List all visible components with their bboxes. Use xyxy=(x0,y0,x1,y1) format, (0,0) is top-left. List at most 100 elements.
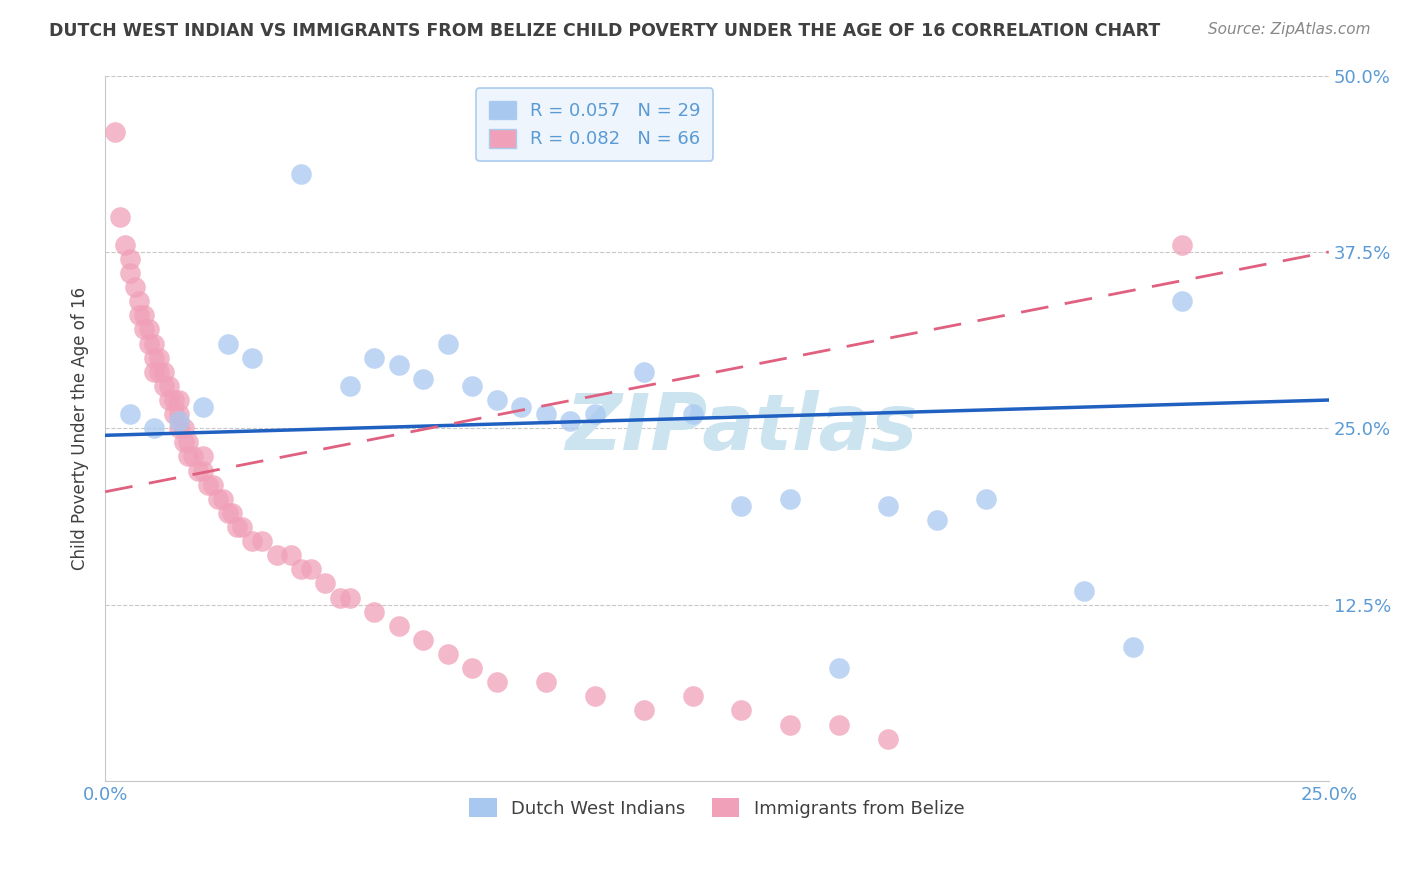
Point xyxy=(388,619,411,633)
Point xyxy=(363,605,385,619)
Point xyxy=(461,379,484,393)
Point xyxy=(134,322,156,336)
Point xyxy=(114,237,136,252)
Point xyxy=(779,491,801,506)
Point xyxy=(118,252,141,266)
Point xyxy=(118,266,141,280)
Point xyxy=(280,548,302,562)
Point xyxy=(485,392,508,407)
Point xyxy=(436,647,458,661)
Point xyxy=(583,690,606,704)
Point xyxy=(217,336,239,351)
Point xyxy=(177,435,200,450)
Point xyxy=(173,421,195,435)
Point xyxy=(1073,583,1095,598)
Point xyxy=(148,365,170,379)
Point xyxy=(128,309,150,323)
Point xyxy=(167,407,190,421)
Point xyxy=(143,365,166,379)
Point xyxy=(207,491,229,506)
Point xyxy=(187,464,209,478)
Point xyxy=(118,407,141,421)
Point xyxy=(633,365,655,379)
Text: DUTCH WEST INDIAN VS IMMIGRANTS FROM BELIZE CHILD POVERTY UNDER THE AGE OF 16 CO: DUTCH WEST INDIAN VS IMMIGRANTS FROM BEL… xyxy=(49,22,1160,40)
Text: ZIPatlas: ZIPatlas xyxy=(565,391,918,467)
Point xyxy=(1122,640,1144,654)
Point xyxy=(143,351,166,365)
Point xyxy=(191,450,214,464)
Point xyxy=(163,407,186,421)
Point xyxy=(534,407,557,421)
Point xyxy=(974,491,997,506)
Point xyxy=(290,167,312,181)
Point xyxy=(143,421,166,435)
Point xyxy=(167,421,190,435)
Point xyxy=(138,336,160,351)
Point xyxy=(363,351,385,365)
Point xyxy=(779,717,801,731)
Point xyxy=(583,407,606,421)
Point xyxy=(211,491,233,506)
Point xyxy=(104,125,127,139)
Point xyxy=(299,562,322,576)
Point xyxy=(163,392,186,407)
Point xyxy=(1171,294,1194,309)
Point xyxy=(181,450,204,464)
Point xyxy=(877,731,900,746)
Point xyxy=(461,661,484,675)
Point xyxy=(510,400,533,414)
Point xyxy=(173,435,195,450)
Point xyxy=(201,477,224,491)
Point xyxy=(877,499,900,513)
Point xyxy=(217,506,239,520)
Point xyxy=(250,534,273,549)
Point xyxy=(290,562,312,576)
Point xyxy=(828,661,851,675)
Y-axis label: Child Poverty Under the Age of 16: Child Poverty Under the Age of 16 xyxy=(72,286,89,570)
Point xyxy=(197,477,219,491)
Point xyxy=(534,675,557,690)
Point xyxy=(240,351,263,365)
Point xyxy=(143,336,166,351)
Point xyxy=(329,591,352,605)
Point xyxy=(682,690,704,704)
Point xyxy=(153,365,176,379)
Point xyxy=(157,392,180,407)
Point xyxy=(633,703,655,717)
Point xyxy=(108,210,131,224)
Point xyxy=(128,294,150,309)
Point xyxy=(485,675,508,690)
Point xyxy=(226,520,249,534)
Point xyxy=(240,534,263,549)
Legend: Dutch West Indians, Immigrants from Belize: Dutch West Indians, Immigrants from Beli… xyxy=(463,791,972,825)
Point xyxy=(191,400,214,414)
Point xyxy=(191,464,214,478)
Text: Source: ZipAtlas.com: Source: ZipAtlas.com xyxy=(1208,22,1371,37)
Point xyxy=(266,548,288,562)
Point xyxy=(412,632,434,647)
Point xyxy=(436,336,458,351)
Point xyxy=(124,280,146,294)
Point xyxy=(339,591,361,605)
Point xyxy=(730,499,752,513)
Point xyxy=(412,372,434,386)
Point xyxy=(167,414,190,428)
Point xyxy=(314,576,336,591)
Point xyxy=(157,379,180,393)
Point xyxy=(134,309,156,323)
Point xyxy=(339,379,361,393)
Point xyxy=(167,392,190,407)
Point xyxy=(221,506,243,520)
Point xyxy=(927,513,949,527)
Point xyxy=(682,407,704,421)
Point xyxy=(388,358,411,372)
Point xyxy=(138,322,160,336)
Point xyxy=(730,703,752,717)
Point xyxy=(153,379,176,393)
Point xyxy=(148,351,170,365)
Point xyxy=(560,414,582,428)
Point xyxy=(177,450,200,464)
Point xyxy=(231,520,253,534)
Point xyxy=(1171,237,1194,252)
Point xyxy=(828,717,851,731)
